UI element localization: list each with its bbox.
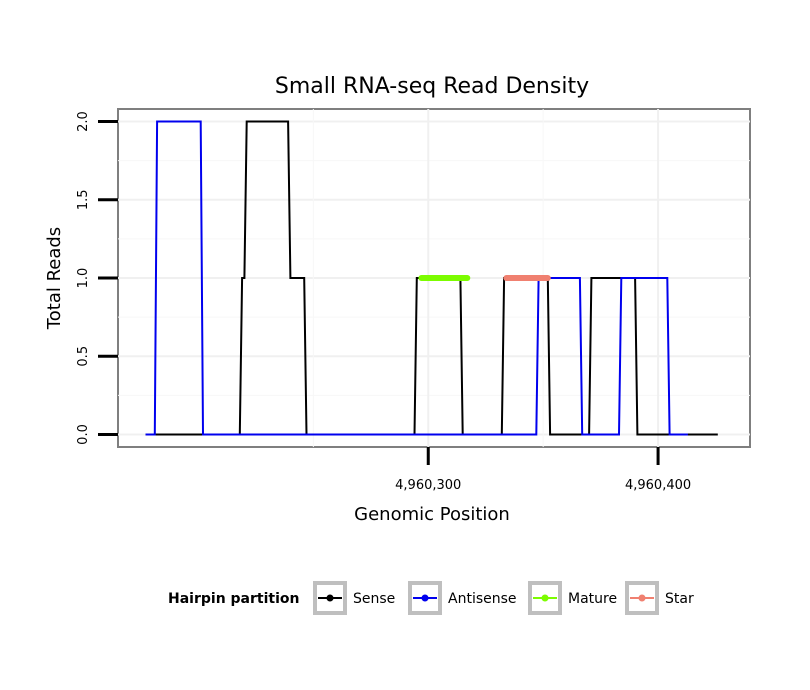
legend-label-sense: Sense (353, 591, 395, 607)
legend-key-point (421, 594, 429, 602)
series-layer (145, 120, 718, 436)
x-axis: 4,960,300 4,960,400 (395, 447, 691, 493)
legend-label-antisense: Antisense (448, 591, 517, 607)
legend: Hairpin partition Sense Antisense Mature St… (168, 581, 694, 615)
y-tick-label: 0.5 (76, 346, 91, 367)
series-line-antisense (145, 120, 688, 436)
legend-key-point (541, 594, 549, 602)
x-tick-label: 4,960,300 (395, 478, 461, 493)
series-line-sense (145, 120, 718, 436)
legend-key-point (326, 594, 334, 602)
legend-label-star: Star (665, 591, 694, 607)
y-tick-label: 1.5 (76, 189, 91, 210)
legend-label-mature: Mature (568, 591, 617, 607)
y-tick-label: 2.0 (76, 111, 91, 132)
y-tick-label: 0.0 (76, 424, 91, 445)
y-axis: 0.0 0.5 1.0 1.5 2.0 (76, 111, 118, 445)
x-axis-title: Genomic Position (354, 504, 510, 525)
x-tick-label: 4,960,400 (625, 478, 691, 493)
legend-title: Hairpin partition (168, 591, 299, 607)
y-tick-label: 1.0 (76, 268, 91, 289)
legend-key-box (408, 581, 442, 615)
y-axis-title: Total Reads (44, 227, 65, 330)
chart-title: Small RNA-seq Read Density (275, 74, 589, 99)
legend-key-point (638, 594, 646, 602)
